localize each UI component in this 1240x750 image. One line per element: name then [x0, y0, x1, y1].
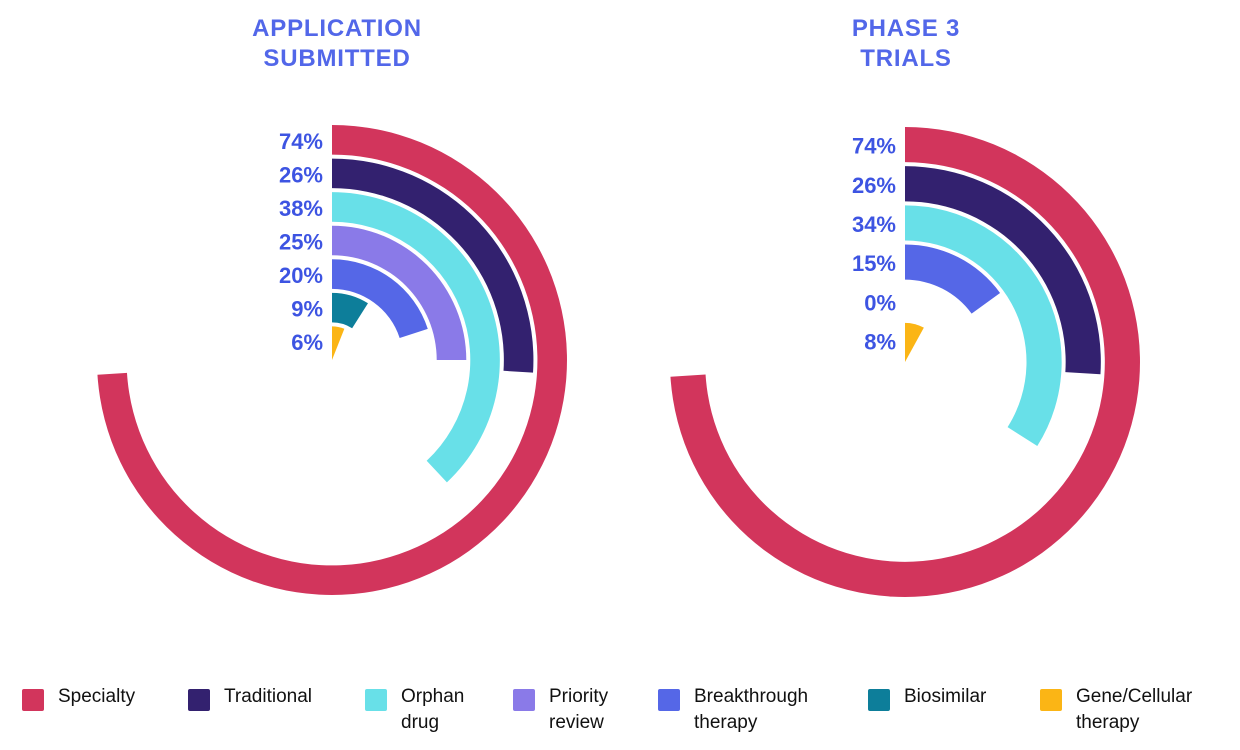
legend-label-priority-review: Priority review — [549, 686, 609, 733]
value-label-specialty: 74% — [852, 134, 896, 159]
value-label-gene-cellular-therapy: 6% — [291, 330, 323, 355]
value-label-gene-cellular-therapy: 8% — [864, 329, 896, 354]
value-label-breakthrough-therapy: 15% — [852, 251, 896, 276]
legend-label-biosimilar: Biosimilar — [904, 686, 987, 707]
value-label-specialty: 74% — [279, 129, 323, 154]
value-label-breakthrough-therapy: 20% — [279, 263, 323, 288]
legend-label-specialty: Specialty — [58, 686, 136, 707]
legend-swatch-biosimilar — [868, 689, 890, 711]
value-label-biosimilar: 0% — [864, 290, 896, 315]
legend-item-orphan-drug: Orphan drug — [365, 684, 464, 736]
legend-label-breakthrough-therapy: Breakthrough therapy — [694, 686, 809, 733]
radial-chart-application-submitted: 74% 26% 38% 25% 20% 9% 6% — [97, 125, 567, 595]
legend-item-biosimilar: Biosimilar — [868, 684, 986, 711]
legend-item-priority-review: Priority review — [513, 684, 608, 736]
legend-item-specialty: Specialty — [22, 684, 135, 711]
legend-item-breakthrough-therapy: Breakthrough therapy — [658, 684, 808, 736]
legend-swatch-specialty — [22, 689, 44, 711]
value-label-traditional: 26% — [852, 173, 896, 198]
arc-traditional — [332, 158, 534, 373]
value-label-biosimilar: 9% — [291, 297, 323, 322]
value-label-orphan-drug: 38% — [279, 196, 323, 221]
legend-label-traditional: Traditional — [224, 686, 313, 707]
value-label-orphan-drug: 34% — [852, 212, 896, 237]
arc-orphan-drug — [905, 205, 1062, 446]
arc-breakthrough-therapy — [332, 259, 428, 339]
arc-breakthrough-therapy — [905, 244, 1001, 314]
legend-swatch-gene-cellular-therapy — [1040, 689, 1062, 711]
arc-orphan-drug — [332, 192, 500, 483]
arc-traditional — [905, 166, 1101, 375]
arc-biosimilar — [332, 292, 368, 329]
legend-swatch-traditional — [188, 689, 210, 711]
arc-priority-review — [332, 225, 467, 360]
radial-chart-phase-3-trials: 74% 26% 34% 15% 0% 8% — [670, 127, 1140, 597]
legend-item-traditional: Traditional — [188, 684, 312, 711]
arc-gene-cellular-therapy — [905, 322, 924, 362]
arc-gene-cellular-therapy — [332, 326, 345, 360]
legend-swatch-priority-review — [513, 689, 535, 711]
chart-title-application-submitted: APPLICATION SUBMITTED — [252, 15, 422, 72]
legend: Specialty Traditional Orphan drug Priority … — [0, 684, 1240, 750]
legend-swatch-orphan-drug — [365, 689, 387, 711]
value-label-traditional: 26% — [279, 162, 323, 187]
legend-label-orphan-drug: Orphan drug — [401, 686, 465, 733]
chart-title-phase-3-trials: PHASE 3 TRIALS — [851, 15, 961, 72]
value-label-priority-review: 25% — [279, 230, 323, 255]
legend-label-gene-cellular-therapy: Gene/Cellular therapy — [1076, 686, 1193, 733]
legend-swatch-breakthrough-therapy — [658, 689, 680, 711]
legend-item-gene-cellular-therapy: Gene/Cellular therapy — [1040, 684, 1192, 736]
